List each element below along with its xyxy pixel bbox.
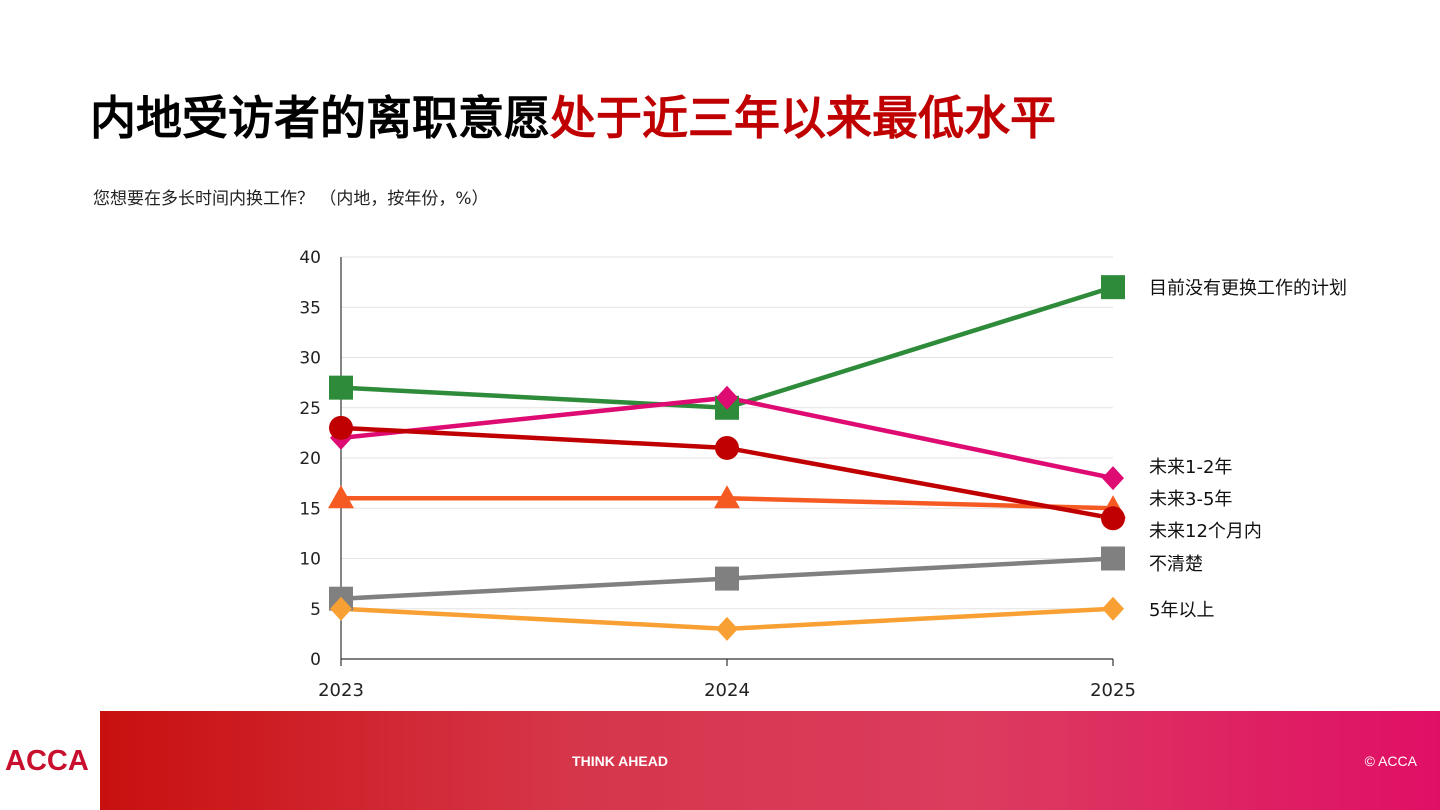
logo-box: ACCA <box>0 711 100 810</box>
y-tick-label: 10 <box>299 550 321 570</box>
data-point-triangle <box>328 485 354 509</box>
series-label: 未来3-5年 <box>1149 489 1232 510</box>
title-part-black: 内地受访者的离职意愿 <box>90 91 550 145</box>
y-tick-label: 35 <box>299 298 321 318</box>
chart-subtitle: 您想要在多长时间内换工作？ （内地，按年份，%） <box>93 189 489 209</box>
data-point-diamond <box>716 385 738 410</box>
x-tick-label: 2023 <box>318 680 364 701</box>
x-tick-label: 2024 <box>704 680 750 701</box>
y-tick-label: 15 <box>299 499 321 519</box>
series-label: 未来12个月内 <box>1149 521 1262 542</box>
y-tick-label: 5 <box>310 600 321 620</box>
data-point-triangle <box>714 485 740 509</box>
data-point-diamond <box>330 596 352 621</box>
data-point-square <box>329 375 353 400</box>
data-point-diamond <box>1102 596 1124 621</box>
series-label: 目前没有更换工作的计划 <box>1149 278 1347 299</box>
y-tick-label: 0 <box>310 650 321 670</box>
series-label: 未来1-2年 <box>1149 457 1232 478</box>
title-part-red: 处于近三年以来最低水平 <box>550 91 1056 145</box>
footer-band <box>100 711 1440 810</box>
y-tick-label: 40 <box>299 248 321 268</box>
series-label: 5年以上 <box>1149 600 1214 621</box>
x-tick-label: 2025 <box>1090 680 1136 701</box>
acca-logo: ACCA <box>5 745 89 777</box>
footer: ACCA THINK AHEAD © ACCA <box>0 711 1440 810</box>
data-point-circle <box>1101 506 1125 531</box>
data-point-square <box>1101 546 1125 571</box>
y-tick-label: 30 <box>299 349 321 369</box>
page-title: 内地受访者的离职意愿处于近三年以来最低水平 <box>90 88 1056 148</box>
y-tick-label: 20 <box>299 449 321 469</box>
data-point-diamond <box>1102 466 1124 491</box>
data-point-circle <box>715 435 739 460</box>
data-point-square <box>715 566 739 591</box>
footer-tagline: THINK AHEAD <box>572 753 668 769</box>
data-point-circle <box>329 415 353 440</box>
footer-copyright: © ACCA <box>1364 753 1417 769</box>
data-point-diamond <box>716 616 738 641</box>
series-label: 不清楚 <box>1149 554 1203 575</box>
y-tick-label: 25 <box>299 399 321 419</box>
data-point-square <box>1101 275 1125 300</box>
